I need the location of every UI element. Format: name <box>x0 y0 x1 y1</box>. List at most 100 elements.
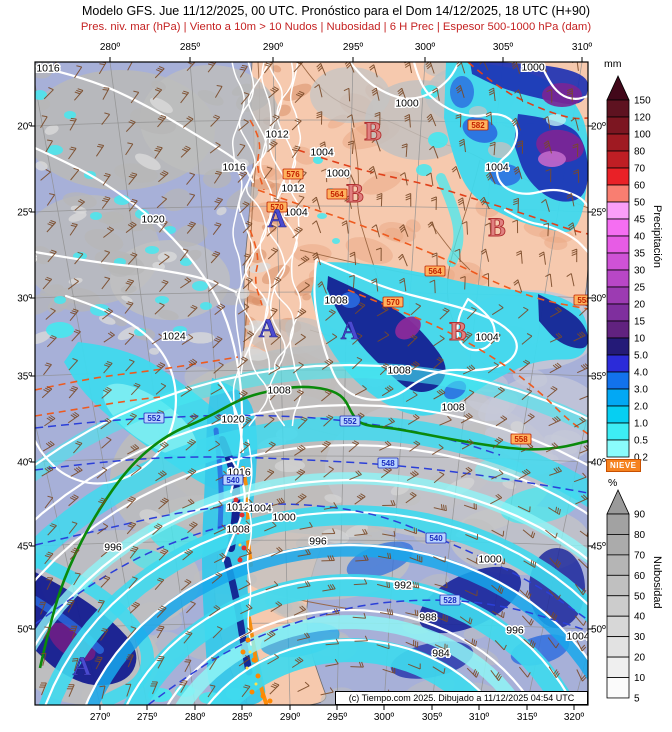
lat-tick-label: 40º <box>17 458 32 469</box>
lon-tick-label: 300º <box>374 712 395 723</box>
colorbar-tick-label: 0.2 <box>634 453 648 464</box>
isobar-label: 1008 <box>387 365 411 377</box>
isobar-label: 1004 <box>310 147 334 159</box>
lat-tick-label: 25º <box>17 208 32 219</box>
isobar-label: 996 <box>309 536 327 548</box>
svg-text:552: 552 <box>343 417 357 426</box>
thickness-label: 576 <box>282 168 304 180</box>
lon-tick-label: 320º <box>564 712 585 723</box>
svg-text:564: 564 <box>428 267 442 276</box>
thickness-label: 552 <box>339 415 361 427</box>
lon-tick-label: 290º <box>280 712 301 723</box>
colorbar-tick-label: 80 <box>634 147 646 158</box>
colorbar-tick-label: 25 <box>634 283 646 294</box>
lat-tick-label: 20º <box>17 122 32 133</box>
colorbar-tick-label: 3.0 <box>634 385 648 396</box>
isobar-label: 1016 <box>12 253 36 265</box>
isobar-label: 1000 <box>272 512 296 524</box>
colorbar-tick-label: 40 <box>634 612 646 623</box>
lon-tick-label: 305º <box>422 712 443 723</box>
lon-tick-label: 295º <box>343 42 364 53</box>
lat-tick-label: 35º <box>591 372 606 383</box>
high-pressure-letter: A <box>341 316 360 345</box>
thickness-label: 570 <box>266 201 288 213</box>
lon-tick-label: 290º <box>263 42 284 53</box>
thickness-label: 582 <box>467 119 489 131</box>
lon-tick-label: 285º <box>232 712 253 723</box>
colorbar-tick-label: 60 <box>634 571 646 582</box>
svg-text:528: 528 <box>443 596 457 605</box>
isobar-label: 1000 <box>395 98 419 110</box>
svg-text:570: 570 <box>270 203 284 212</box>
isobar-label: 1012 <box>265 129 289 141</box>
isobar-label: 1008 <box>441 402 465 414</box>
isobar-label: 1000 <box>521 62 545 74</box>
copyright-note: (c) Tiempo.com 2025. Dibujado a 11/12/20… <box>335 691 588 705</box>
colorbar-tick-label: 150 <box>634 96 651 107</box>
lon-tick-label: 280º <box>185 712 206 723</box>
high-pressure-letter: A <box>259 314 278 343</box>
colorbar-tick-label: 5 <box>634 694 640 705</box>
isobar-label: 1008 <box>324 295 348 307</box>
colorbar-tick-label: 35 <box>634 249 646 260</box>
thickness-label: 558 <box>510 433 532 445</box>
colorbar-tick-label: 40 <box>634 232 646 243</box>
high-pressure-letter: A <box>268 204 287 233</box>
colorbar-tick-label: 1.0 <box>634 419 648 430</box>
isobar-label: 1008 <box>226 524 250 536</box>
isobar-label: 1004 <box>284 207 308 219</box>
colorbar-tick-label: 120 <box>634 113 651 124</box>
snow-badge: NIEVE <box>606 459 641 472</box>
colorbar-tick-label: 0.5 <box>634 436 648 447</box>
low-pressure-letter: B <box>449 317 466 346</box>
colorbar-tick-label: 20 <box>634 653 646 664</box>
wind-barbs-layer <box>39 62 588 705</box>
isobar-label: 1004 <box>248 503 272 515</box>
lon-tick-label: 270º <box>90 712 111 723</box>
svg-text:540: 540 <box>226 476 240 485</box>
colorbar-tick-label: 2.0 <box>634 402 648 413</box>
lon-tick-label: 305º <box>493 42 514 53</box>
isobar-label: 992 <box>394 580 412 592</box>
isobar-label: 1000 <box>478 554 502 566</box>
lat-tick-label: 20º <box>591 122 606 133</box>
svg-text:540: 540 <box>429 534 443 543</box>
isobar-label: 984 <box>432 648 450 660</box>
thickness-label: 552 <box>143 412 165 424</box>
isobar-label: 1000 <box>326 168 350 180</box>
colorbar-tick-label: 70 <box>634 164 646 175</box>
svg-text:552: 552 <box>147 414 161 423</box>
lat-tick-label: 30º <box>17 294 32 305</box>
colorbar-tick-label: 60 <box>634 181 646 192</box>
isobar-label: 1004 <box>485 162 509 174</box>
isobar-label: 1012 <box>226 502 250 514</box>
lon-tick-label: 315º <box>517 712 538 723</box>
colorbar-tick-label: 90 <box>634 510 646 521</box>
lon-tick-label: 295º <box>327 712 348 723</box>
colorbar-tick-label: 45 <box>634 215 646 226</box>
colorbar-tick-label: 100 <box>634 130 651 141</box>
colorbar-tick-label: 4.0 <box>634 368 648 379</box>
low-pressure-letter: B <box>364 117 381 146</box>
snow-heavy-precip-markers <box>233 497 273 704</box>
lon-tick-label: 280º <box>100 42 121 53</box>
svg-text:548: 548 <box>381 459 395 468</box>
colorbar-tick-label: 5.0 <box>634 351 648 362</box>
map-labels: 1016101610201016101210041000101210041000… <box>12 62 588 681</box>
lat-tick-label: 45º <box>17 542 32 553</box>
isobars-layer <box>35 62 588 705</box>
thickness-label: 540 <box>425 532 447 544</box>
lon-tick-label: 310º <box>469 712 490 723</box>
isobar-label: 1016 <box>222 162 246 174</box>
isobar-label: 1016 <box>36 63 60 75</box>
isobar-label: 1020 <box>141 214 165 226</box>
thickness-label: 558 <box>573 294 588 306</box>
precip-unit-label: mm <box>604 58 622 70</box>
lat-tick-label: 50º <box>591 625 606 636</box>
isobar-label: 1020 <box>221 414 245 426</box>
thickness-label: 548 <box>377 457 399 469</box>
isobar-label: 988 <box>419 612 437 624</box>
cloud-unit-label: % <box>608 477 618 489</box>
lat-tick-label: 40º <box>591 458 606 469</box>
